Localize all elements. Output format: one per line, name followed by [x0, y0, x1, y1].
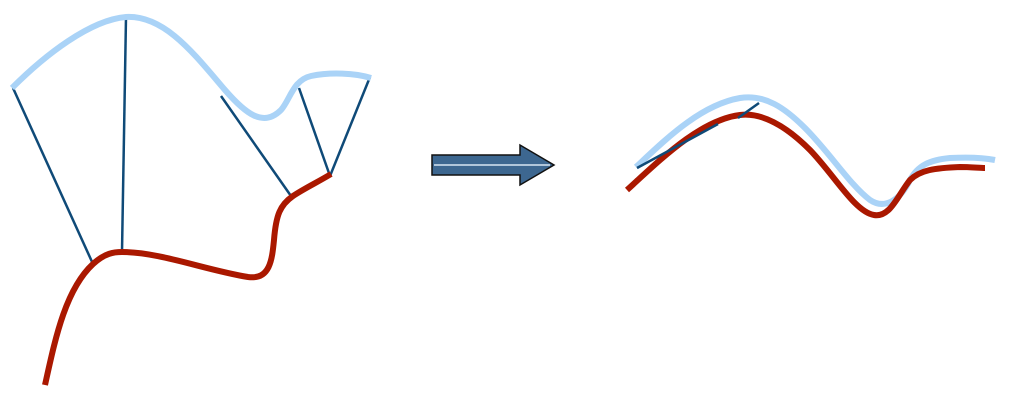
aligned-target-curve [624, 111, 986, 219]
correspondence-line [219, 95, 293, 197]
correspondence-line [297, 87, 332, 177]
aligned-source-curve [633, 94, 996, 207]
right-panel-after-alignment [624, 94, 996, 219]
correspondence-line [636, 122, 719, 170]
correspondence-line [11, 87, 95, 265]
right-block-arrow-icon [431, 143, 556, 187]
correspondence-lines [11, 16, 372, 265]
target-curve [42, 171, 333, 386]
source-curve [9, 13, 372, 121]
correspondence-line [120, 16, 128, 253]
aligned-correspondence-lines [636, 101, 760, 170]
left-panel-before-alignment [9, 13, 372, 386]
correspondence-line [328, 76, 372, 177]
correspondence-line [737, 101, 760, 120]
